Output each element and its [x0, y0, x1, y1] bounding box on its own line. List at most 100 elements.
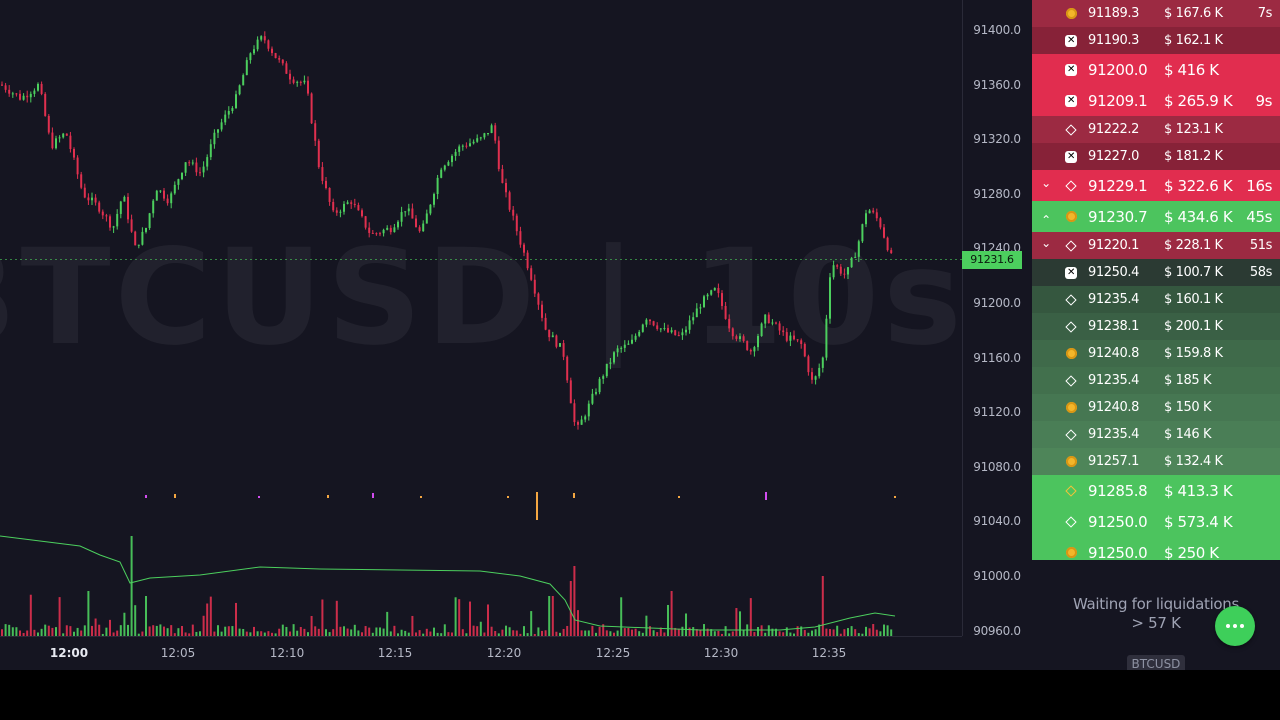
volume-bar	[872, 624, 875, 636]
volume-bar	[526, 633, 529, 636]
liquidation-row[interactable]: ⌄ 91229.1 $ 322.6 K 16s	[1032, 170, 1280, 201]
liquidation-row[interactable]: 91235.4 $ 160.1 K	[1032, 286, 1280, 313]
candle	[519, 226, 522, 248]
candle	[80, 171, 83, 190]
candle	[40, 81, 43, 96]
liquidation-row[interactable]: 91285.8 $ 413.3 K	[1032, 475, 1280, 506]
candle	[73, 147, 75, 160]
volume-bar	[821, 576, 824, 636]
liquidation-amount: $ 160.1 K	[1164, 292, 1223, 307]
liquidation-row[interactable]: ✕ 91190.3 $ 162.1 K	[1032, 27, 1280, 54]
volume-bar	[173, 633, 176, 636]
candle	[217, 129, 219, 139]
waiting-threshold: > 57 K	[1131, 614, 1181, 632]
liquidation-row[interactable]: ⌄ 91220.1 $ 228.1 K 51s	[1032, 232, 1280, 259]
liquidations-panel[interactable]: 91189.3 $ 167.6 K 7s ✕ 91190.3 $ 162.1 K ✕ 9120…	[1032, 0, 1280, 560]
candle	[397, 220, 399, 230]
candle	[328, 187, 331, 206]
liquidation-amount: $ 132.4 K	[1164, 454, 1223, 469]
volume-bar	[134, 605, 137, 636]
waiting-text: Waiting for liquidations	[1072, 595, 1240, 613]
more-dots-icon[interactable]	[1215, 606, 1255, 646]
liquidation-row[interactable]: 91257.1 $ 132.4 K	[1032, 448, 1280, 475]
time-axis-label: 12:10	[269, 646, 305, 660]
liquidation-row[interactable]: 91235.4 $ 185 K	[1032, 367, 1280, 394]
liquidation-amount: $ 167.6 K	[1164, 6, 1223, 21]
liquidation-row[interactable]: ✕ 91250.4 $ 100.7 K 58s	[1032, 259, 1280, 286]
volume-bar	[260, 631, 263, 636]
candle	[494, 122, 497, 144]
liquidation-row[interactable]: 91222.2 $ 123.1 K	[1032, 116, 1280, 143]
liquidation-row[interactable]: 91240.8 $ 159.8 K	[1032, 340, 1280, 367]
candle	[717, 283, 720, 298]
volume-bar	[735, 608, 738, 636]
volume-bar	[659, 627, 662, 636]
candle	[245, 57, 248, 76]
chevron-down-icon[interactable]: ⌄	[1041, 175, 1051, 190]
volume-bar	[857, 633, 860, 636]
candle	[202, 161, 205, 178]
volume-bar	[649, 626, 651, 636]
chevron-up-icon[interactable]: ⌃	[1041, 212, 1051, 227]
volume-bar	[613, 632, 615, 636]
volume-bar	[325, 629, 327, 636]
volume-bar	[767, 625, 770, 636]
volume-bar	[663, 632, 666, 636]
candle	[800, 338, 803, 349]
liquidation-marker	[765, 492, 767, 500]
volume-bar	[94, 618, 97, 636]
volume-bar	[145, 596, 147, 636]
liquidation-row[interactable]: 91250.0 $ 573.4 K	[1032, 506, 1280, 537]
liquidation-row[interactable]: ✕ 91209.1 $ 265.9 K 9s	[1032, 85, 1280, 116]
candle	[361, 208, 363, 218]
candle	[613, 351, 615, 365]
candle	[368, 222, 371, 238]
candle	[177, 178, 180, 190]
candle	[393, 223, 396, 233]
volume-bar	[166, 628, 169, 636]
volume-bar	[490, 626, 493, 636]
candle	[44, 92, 47, 117]
price-chart[interactable]	[0, 0, 962, 640]
price-axis-label: 91280.0	[973, 186, 1021, 201]
liquidation-row[interactable]: 91240.8 $ 150 K	[1032, 394, 1280, 421]
liquidation-row[interactable]: 91238.1 $ 200.1 K	[1032, 313, 1280, 340]
candle	[98, 200, 101, 214]
volume-bar	[404, 630, 407, 636]
volume-bar	[865, 626, 867, 636]
volume-bar	[760, 625, 763, 636]
liquidation-amount: $ 185 K	[1164, 373, 1212, 388]
price-axis-label: 91200.0	[973, 296, 1021, 310]
volume-bar	[883, 624, 885, 636]
volume-bar	[793, 633, 795, 636]
candle	[580, 415, 583, 425]
volume-bar	[591, 625, 594, 636]
volume-bar	[386, 611, 389, 636]
symbol-chip[interactable]: BTCUSD	[1127, 655, 1185, 670]
volume-bar	[296, 630, 299, 636]
volume-bar	[854, 629, 857, 636]
candle	[422, 220, 425, 232]
liquidation-row[interactable]: 91250.0 $ 250 K	[1032, 537, 1280, 560]
candle	[526, 250, 529, 271]
volume-bar	[634, 628, 637, 636]
chevron-down-icon[interactable]: ⌄	[1041, 235, 1051, 250]
liquidation-row[interactable]: ✕ 91227.0 $ 181.2 K	[1032, 143, 1280, 170]
volume-bar	[127, 624, 129, 636]
candle	[195, 157, 198, 176]
volume-bar	[753, 632, 756, 636]
liquidation-row[interactable]: ⌃ 91230.7 $ 434.6 K 45s	[1032, 201, 1280, 232]
exchange-x-icon: ✕	[1064, 94, 1078, 108]
liquidation-amount: $ 200.1 K	[1164, 319, 1223, 334]
liquidation-price: 91222.2	[1088, 122, 1139, 137]
candle	[137, 244, 140, 249]
liquidation-price: 91220.1	[1088, 238, 1139, 253]
candle	[832, 260, 835, 280]
liquidation-row[interactable]: 91235.4 $ 146 K	[1032, 421, 1280, 448]
liquidation-age: 16s	[1246, 176, 1272, 195]
volume-bar	[19, 630, 21, 636]
candle	[260, 35, 263, 42]
candle	[425, 209, 428, 224]
liquidation-row[interactable]: ✕ 91200.0 $ 416 K	[1032, 54, 1280, 85]
liquidation-row[interactable]: 91189.3 $ 167.6 K 7s	[1032, 0, 1280, 27]
